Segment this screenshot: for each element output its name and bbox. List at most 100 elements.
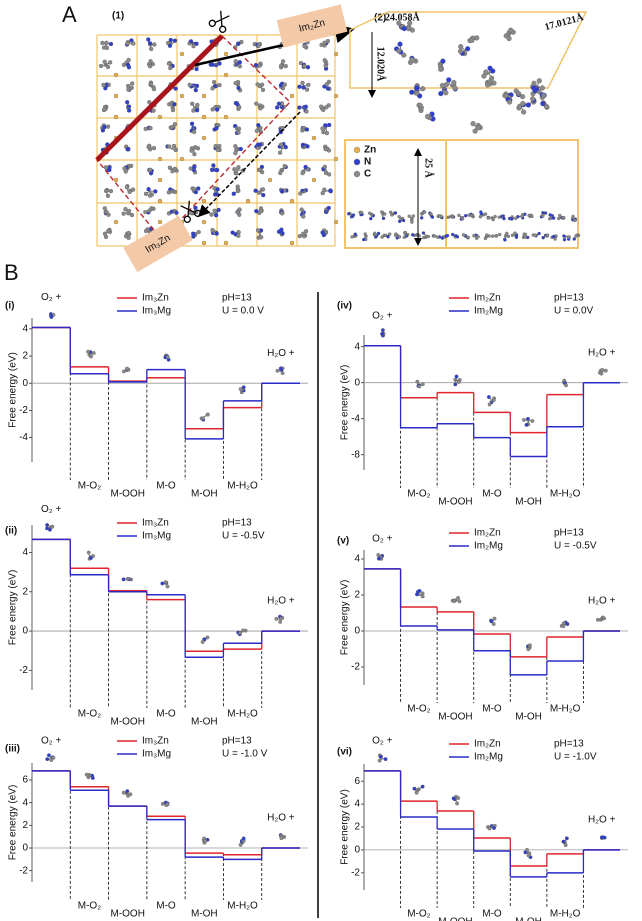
y-axis-label: Free energy (eV)	[340, 580, 351, 656]
atom	[113, 177, 119, 183]
atom	[105, 193, 111, 198]
atom	[179, 93, 185, 99]
atom	[148, 167, 153, 172]
atom	[571, 214, 575, 219]
x-tick-label: M-H₂O	[550, 704, 581, 715]
atom	[472, 234, 476, 238]
molecule	[451, 232, 460, 239]
y-tick-label: 0	[22, 626, 28, 637]
atom	[526, 416, 530, 421]
annotation: U = -0.5V	[554, 541, 597, 552]
atom	[536, 78, 542, 84]
atom	[165, 584, 170, 589]
molecule	[253, 187, 266, 198]
atom	[236, 165, 241, 170]
molecule	[472, 233, 480, 240]
molecule	[126, 81, 135, 92]
atom	[380, 235, 384, 239]
atom	[152, 42, 157, 47]
annotation: U = 0.0 V	[222, 306, 264, 317]
atom	[421, 231, 426, 235]
atom	[456, 796, 461, 800]
atom	[189, 148, 194, 153]
atom	[51, 755, 56, 760]
atom	[455, 801, 459, 806]
atom	[369, 216, 373, 221]
atom	[326, 205, 331, 211]
label-box-bg	[123, 215, 193, 273]
x-tick-label: M-OOH	[438, 917, 472, 921]
atom	[170, 124, 175, 130]
atom	[300, 80, 305, 86]
legend-label: Im₂Mg	[474, 306, 503, 317]
atom	[491, 217, 495, 222]
atom	[599, 371, 604, 376]
species-label: H₂O +	[588, 815, 616, 826]
molecule	[572, 233, 581, 241]
legend-label: Im₂Mg	[474, 541, 503, 552]
molecule	[121, 57, 132, 70]
atom	[213, 213, 219, 218]
atom	[420, 382, 425, 387]
molecule	[446, 77, 458, 92]
atom	[143, 126, 148, 132]
atom	[190, 101, 195, 106]
atom	[280, 59, 286, 64]
molecule	[146, 143, 157, 152]
atom	[232, 167, 237, 172]
atom	[373, 231, 377, 235]
molecule	[212, 185, 220, 197]
molecule	[457, 213, 468, 221]
atom	[283, 145, 288, 150]
atom	[129, 85, 134, 91]
atom	[531, 80, 537, 86]
atom	[157, 198, 163, 204]
species-label: H₂O +	[267, 596, 295, 607]
atom	[214, 126, 219, 131]
y-tick-label: -8	[351, 449, 360, 460]
atom	[430, 215, 435, 219]
atom	[530, 85, 537, 91]
molecule	[457, 44, 471, 57]
legend-label: Im₃Zn	[142, 736, 169, 747]
annotation: pH=13	[222, 293, 252, 304]
molecule	[254, 206, 264, 215]
x-tick-label: M-H₂O	[227, 709, 258, 720]
molecule	[278, 187, 289, 194]
atom	[541, 214, 545, 218]
y-tick-label: 4	[354, 799, 360, 810]
atom	[122, 166, 127, 171]
chart-label: (ii)	[5, 526, 17, 537]
atom	[325, 38, 331, 44]
atom	[122, 369, 126, 374]
molecule	[167, 100, 177, 113]
atom	[539, 85, 545, 91]
atom	[457, 213, 461, 218]
x-tick-label: M-O	[482, 704, 502, 715]
molecule	[254, 141, 265, 151]
atom	[398, 219, 402, 224]
atom	[563, 843, 568, 848]
atom	[217, 61, 222, 66]
molecule	[101, 82, 111, 91]
atom	[103, 165, 108, 170]
y-tick-label: -2	[19, 405, 28, 416]
atom	[297, 84, 302, 89]
molecule	[561, 378, 568, 388]
atom	[241, 385, 246, 390]
atom	[153, 189, 158, 194]
atom	[490, 234, 495, 238]
atom	[238, 387, 243, 392]
atom	[121, 790, 126, 795]
y-axis-label: Free energy (eV)	[8, 352, 19, 428]
atom	[104, 40, 109, 45]
molecule	[166, 187, 178, 195]
chart-label: (i)	[5, 301, 14, 312]
atom	[377, 758, 382, 763]
atom	[321, 107, 326, 113]
atom	[169, 209, 174, 214]
cell-outline	[344, 139, 579, 249]
molecule	[254, 123, 264, 135]
atom	[520, 94, 526, 100]
molecule	[168, 122, 178, 131]
